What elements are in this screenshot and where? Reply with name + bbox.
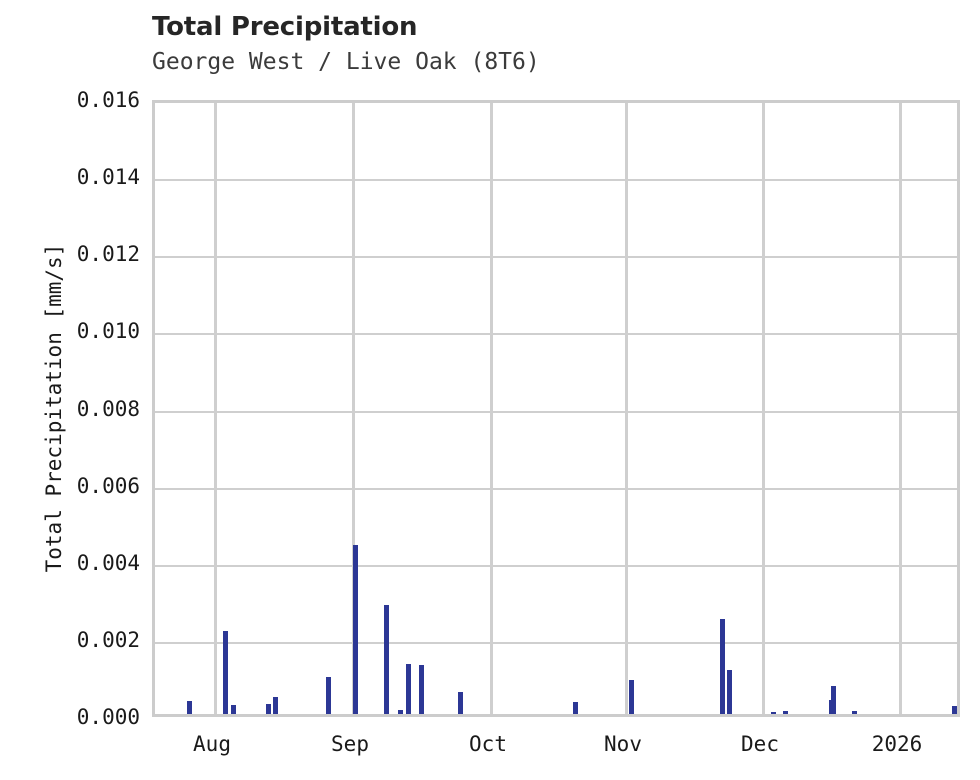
bar — [187, 700, 192, 714]
gridline-horizontal — [155, 410, 957, 413]
gridline-horizontal — [155, 641, 957, 644]
y-axis-tick-label: 0.008 — [76, 396, 140, 421]
bar — [952, 705, 957, 714]
bar — [384, 604, 389, 714]
x-axis-tick-label: Sep — [331, 732, 369, 756]
bar — [353, 545, 358, 714]
bar — [406, 664, 411, 714]
bar — [458, 691, 463, 714]
bar — [831, 685, 836, 714]
bar — [852, 710, 857, 714]
page-title: Total Precipitation — [152, 12, 418, 42]
bar — [783, 710, 788, 714]
plot-inner — [155, 103, 957, 714]
bar — [829, 700, 834, 714]
bar — [273, 696, 278, 714]
gridline-vertical — [352, 103, 355, 714]
x-axis-tick-label: Nov — [604, 732, 642, 756]
bar — [720, 619, 725, 714]
gridline-vertical — [762, 103, 765, 714]
gridline-vertical — [214, 103, 217, 714]
x-axis-tick-label: Dec — [741, 732, 779, 756]
gridline-vertical — [899, 103, 902, 714]
y-axis-tick-label: 0.000 — [76, 705, 140, 729]
y-axis-tick-label: 0.002 — [76, 627, 140, 652]
gridline-vertical — [625, 103, 628, 714]
chart-subtitle: George West / Live Oak (8T6) — [152, 49, 540, 75]
bar — [231, 704, 236, 714]
bar — [223, 631, 228, 714]
bar — [727, 669, 732, 714]
y-axis-tick-label: 0.010 — [76, 319, 140, 344]
plot-area — [152, 100, 960, 717]
y-axis-tick-label: 0.016 — [76, 88, 140, 112]
gridline-horizontal — [155, 564, 957, 567]
gridline-vertical — [490, 103, 493, 714]
x-axis-tick-label: Aug — [193, 732, 231, 756]
y-axis-tick-label: 0.012 — [76, 242, 140, 267]
bar — [398, 709, 403, 714]
bar — [419, 664, 424, 714]
y-axis-tick-label: 0.004 — [76, 550, 140, 575]
y-axis-tick-labels: 0.000 0.002 0.004 0.006 0.008 0.010 0.012 0.014… — [0, 0, 140, 780]
gridline-horizontal — [155, 487, 957, 490]
bar — [266, 703, 271, 714]
gridline-horizontal — [155, 256, 957, 259]
gridline-horizontal — [155, 179, 957, 182]
y-axis-tick-label: 0.006 — [76, 473, 140, 498]
x-axis-tick-label: Oct — [469, 732, 507, 756]
x-axis-tick-label: 2026 — [871, 732, 923, 756]
y-axis-tick-label: 0.014 — [76, 165, 140, 190]
title-block: Total Precipitation George West / Live O… — [152, 12, 912, 77]
bar — [326, 677, 331, 714]
bar — [629, 679, 634, 714]
bar — [771, 711, 776, 714]
gridline-horizontal — [155, 333, 957, 336]
bar — [573, 702, 578, 714]
